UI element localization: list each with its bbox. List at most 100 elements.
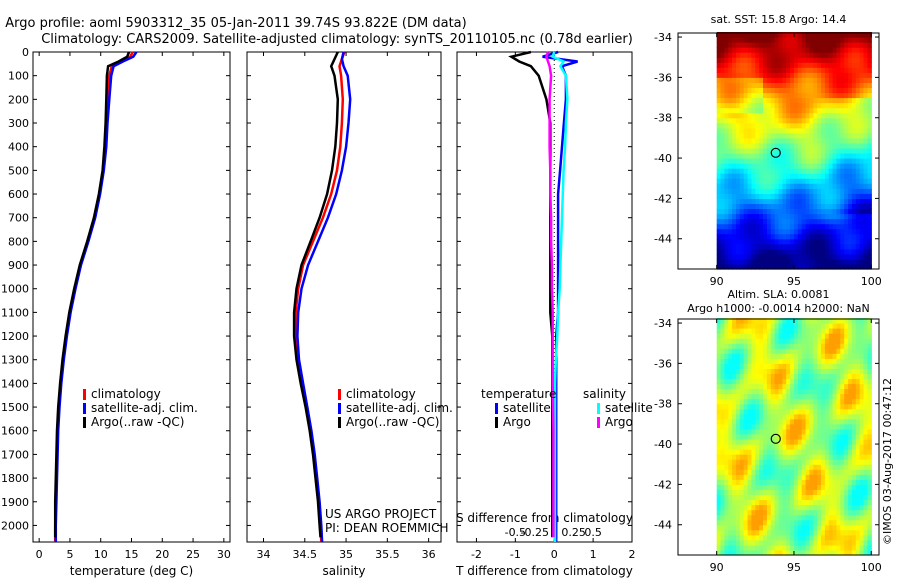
map-cell — [732, 418, 737, 425]
map-cell — [774, 514, 780, 521]
map-cell — [851, 233, 857, 240]
map-cell — [813, 62, 818, 68]
map-cell — [759, 378, 764, 385]
map-cell — [739, 423, 745, 430]
map-cell — [755, 348, 760, 354]
map-cell — [863, 393, 868, 400]
map-cell — [836, 454, 841, 460]
map-cell — [770, 193, 776, 199]
map-cell — [821, 519, 826, 526]
map-cell — [867, 509, 872, 516]
map-cell — [863, 52, 868, 58]
map-cell — [786, 479, 791, 485]
map-cell — [836, 504, 841, 511]
map-cell — [766, 153, 772, 159]
map-cell — [732, 519, 737, 526]
map-cell — [821, 499, 826, 506]
map-cell — [755, 534, 760, 541]
map-cell — [763, 333, 768, 339]
map-cell — [851, 363, 857, 369]
map-cell — [759, 52, 764, 58]
map-cell — [859, 479, 865, 485]
map-cell — [805, 373, 811, 380]
map-cell — [716, 153, 722, 159]
map-cell — [851, 393, 857, 400]
map-cell — [859, 449, 865, 455]
y-tick-label: 1900 — [1, 496, 29, 509]
map-cell — [755, 178, 760, 184]
map-cell — [778, 378, 783, 385]
map-cell — [782, 550, 787, 556]
map-cell — [786, 233, 791, 240]
map-cell — [724, 544, 729, 551]
map-cell — [867, 544, 872, 551]
map-cell — [794, 459, 799, 465]
map-cell — [743, 163, 749, 169]
map-cell — [720, 264, 725, 270]
map-cell — [790, 343, 795, 349]
map-cell — [855, 163, 861, 169]
map-cell — [809, 213, 814, 220]
map-cell — [859, 102, 865, 109]
map-cell — [732, 243, 737, 250]
map-cell — [720, 112, 725, 119]
map-cell — [716, 158, 722, 164]
map-cell — [716, 37, 722, 43]
map-cell — [863, 137, 868, 144]
map-cell — [840, 358, 845, 364]
map-cell — [790, 107, 795, 114]
map-cell — [720, 328, 725, 334]
map-cell — [809, 418, 814, 425]
map-cell — [855, 127, 861, 134]
map-cell — [797, 363, 803, 369]
map-cell — [840, 208, 845, 215]
map-cell — [743, 233, 749, 240]
map-cell — [786, 509, 791, 516]
map-cell — [840, 132, 845, 139]
map-cell — [755, 459, 760, 465]
map-cell — [805, 57, 811, 63]
legend-label: climatology — [346, 387, 416, 401]
map-cell — [743, 423, 749, 430]
map-cell — [782, 264, 787, 270]
map-cell — [755, 32, 760, 38]
map-cell — [813, 499, 818, 506]
map-cell — [747, 248, 753, 255]
map-cell — [851, 218, 857, 225]
map-cell — [817, 163, 822, 169]
map-cell — [813, 122, 818, 129]
map-cell — [809, 368, 814, 374]
map-cell — [801, 408, 807, 415]
map-cell — [867, 253, 872, 260]
map-cell — [859, 343, 865, 349]
map-cell — [755, 333, 760, 339]
map-cell — [805, 524, 811, 531]
map-cell — [797, 32, 803, 38]
map-cell — [770, 87, 776, 94]
map-cell — [840, 127, 845, 134]
map-cell — [809, 378, 814, 385]
map-cell — [786, 158, 791, 164]
map-cell — [790, 534, 795, 541]
map-cell — [743, 173, 749, 179]
map-cell — [751, 127, 756, 134]
map-cell — [751, 388, 756, 395]
map-cell — [755, 52, 760, 58]
map-cell — [805, 137, 811, 144]
map-cell — [797, 484, 803, 490]
map-cell — [794, 228, 799, 235]
map-cell — [790, 524, 795, 531]
map-cell — [832, 82, 838, 88]
map-cell — [724, 183, 729, 189]
map-cell — [724, 72, 729, 78]
map-cell — [720, 454, 725, 460]
map-cell — [832, 67, 838, 73]
map-cell — [739, 408, 745, 415]
map-cell — [716, 388, 722, 395]
map-cell — [782, 137, 787, 144]
map-cell — [821, 439, 826, 445]
map-cell — [766, 383, 772, 390]
map-cell — [805, 183, 811, 189]
map-cell — [786, 358, 791, 364]
map-cell — [751, 474, 756, 480]
